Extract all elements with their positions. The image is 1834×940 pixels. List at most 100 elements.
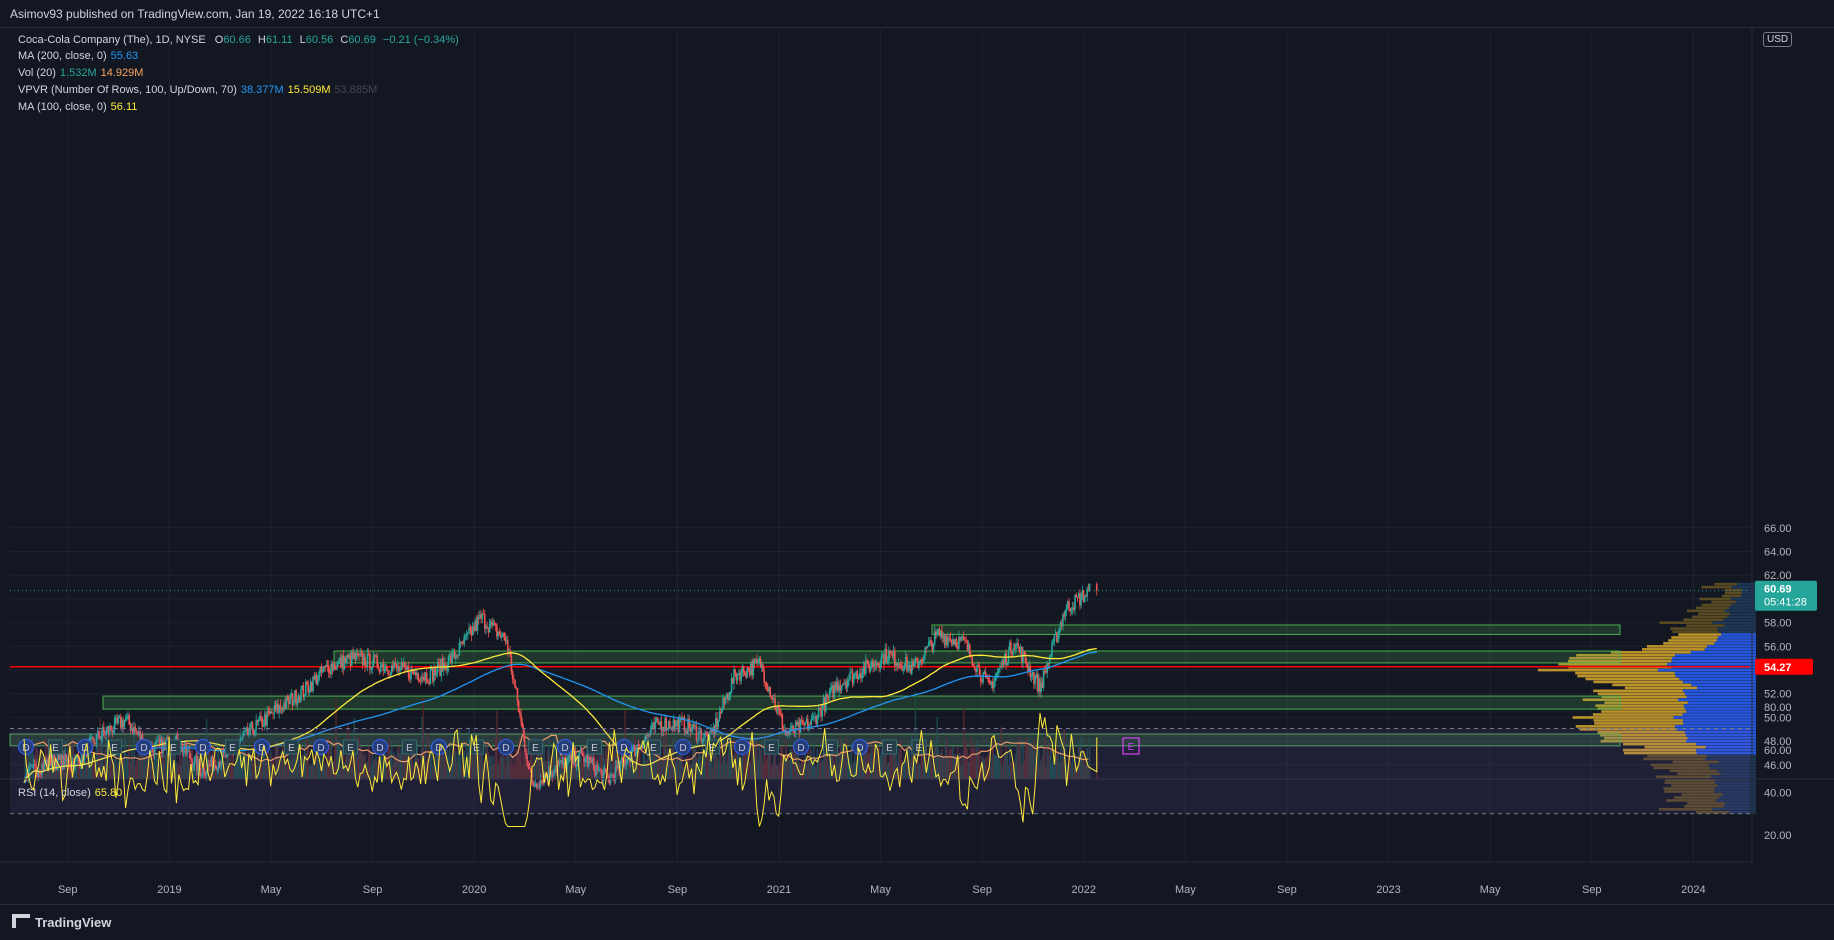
rsi-tick-label: 40.00 xyxy=(1764,787,1792,799)
candle xyxy=(193,757,196,766)
candle xyxy=(641,746,643,749)
vpvr-row-up xyxy=(1720,772,1756,776)
legend-ma100[interactable]: MA (100, close, 0) 56.11 xyxy=(18,101,137,113)
volume-bar xyxy=(890,746,892,779)
volume-bar xyxy=(282,742,284,779)
volume-bar xyxy=(308,766,311,779)
candle xyxy=(417,673,420,680)
candle xyxy=(263,714,266,725)
candle xyxy=(638,746,641,748)
volume-bar xyxy=(1031,746,1034,779)
legend-rsi[interactable]: RSI (14, close) 65.80 xyxy=(18,787,122,799)
candle xyxy=(127,715,129,717)
currency-badge[interactable]: USD xyxy=(1763,32,1793,47)
volume-bar xyxy=(1065,764,1068,779)
volume-bar xyxy=(938,755,941,779)
candle xyxy=(490,621,492,625)
candle xyxy=(560,759,562,761)
volume-bar xyxy=(227,740,230,779)
candle xyxy=(327,666,330,674)
volume-bar xyxy=(809,748,811,779)
candle xyxy=(1053,634,1056,641)
volume-bar xyxy=(231,739,233,779)
event-marker-label: E xyxy=(532,743,539,754)
candle xyxy=(346,655,348,663)
candle xyxy=(973,666,976,669)
volume-bar xyxy=(1074,753,1076,779)
last-price-label: 60.69 xyxy=(1764,584,1792,596)
volume-bar xyxy=(245,755,248,779)
volume-bar xyxy=(862,743,865,779)
volume-bar xyxy=(1051,762,1053,779)
candle xyxy=(34,764,36,766)
candle xyxy=(787,731,790,735)
candle xyxy=(412,670,415,674)
legend-vol[interactable]: Vol (20) 1.532M 14.929M xyxy=(18,67,143,79)
volume-bar xyxy=(244,748,247,779)
vpvr-row-up xyxy=(1741,591,1756,595)
volume-bar xyxy=(604,750,607,779)
candle xyxy=(532,782,534,786)
candle xyxy=(970,655,972,658)
volume-bar xyxy=(786,760,788,779)
tradingview-logo[interactable]: TradingView xyxy=(12,914,111,930)
volume-bar xyxy=(556,738,559,779)
candle xyxy=(377,667,380,669)
vpvr-row-up xyxy=(1706,645,1756,648)
candle xyxy=(837,682,839,692)
candle xyxy=(1051,642,1053,656)
earnings-icon xyxy=(882,739,897,755)
candle xyxy=(868,665,871,672)
volume-bar xyxy=(805,764,808,779)
candle xyxy=(135,730,138,732)
time-tick-label: May xyxy=(870,884,891,896)
ohlc-o-label: O xyxy=(214,34,224,46)
candle xyxy=(275,703,278,710)
volume-bar xyxy=(821,760,824,779)
volume-bar xyxy=(970,737,972,779)
candle xyxy=(271,711,273,714)
event-marker-label: D xyxy=(376,743,383,754)
candle xyxy=(961,636,964,638)
legend-vpvr[interactable]: VPVR (Number Of Rows, 100, Up/Down, 70) 3… xyxy=(18,84,377,96)
volume-bar xyxy=(1002,758,1005,779)
vpvr-row-up xyxy=(1690,651,1756,654)
candle xyxy=(423,677,426,680)
volume-bar xyxy=(418,765,421,779)
volume-bar xyxy=(915,761,918,779)
candle xyxy=(93,738,95,743)
volume-bar xyxy=(646,759,648,779)
candle xyxy=(912,661,914,666)
volume-bar xyxy=(523,751,526,779)
volume-bar xyxy=(719,738,722,779)
legend-ma200[interactable]: MA (200, close, 0) 55.63 xyxy=(18,50,138,62)
volume-bar xyxy=(630,763,632,779)
event-marker-label: D xyxy=(502,743,509,754)
volume-bar xyxy=(948,750,951,779)
candle xyxy=(265,714,267,726)
candle xyxy=(43,760,46,770)
candle xyxy=(1081,590,1084,596)
candle xyxy=(604,768,607,773)
volume-bar xyxy=(415,758,417,779)
ohlc-c-label: C xyxy=(340,34,349,46)
volume-bar xyxy=(973,747,976,779)
volume-bar xyxy=(850,744,853,779)
candle xyxy=(245,727,248,731)
candle xyxy=(251,722,254,732)
volume-bar xyxy=(823,750,826,779)
volume-bar xyxy=(868,741,871,779)
candle xyxy=(770,697,773,699)
volume-profile xyxy=(1537,582,1756,814)
candle xyxy=(542,779,544,784)
volume-bar xyxy=(127,755,129,779)
candle xyxy=(730,678,733,693)
candle xyxy=(786,731,788,736)
volume-bar xyxy=(266,757,268,779)
volume-bar xyxy=(543,743,545,779)
candle xyxy=(494,623,497,626)
candle xyxy=(104,731,106,735)
volume-bar xyxy=(926,766,929,779)
candle xyxy=(1074,594,1076,610)
